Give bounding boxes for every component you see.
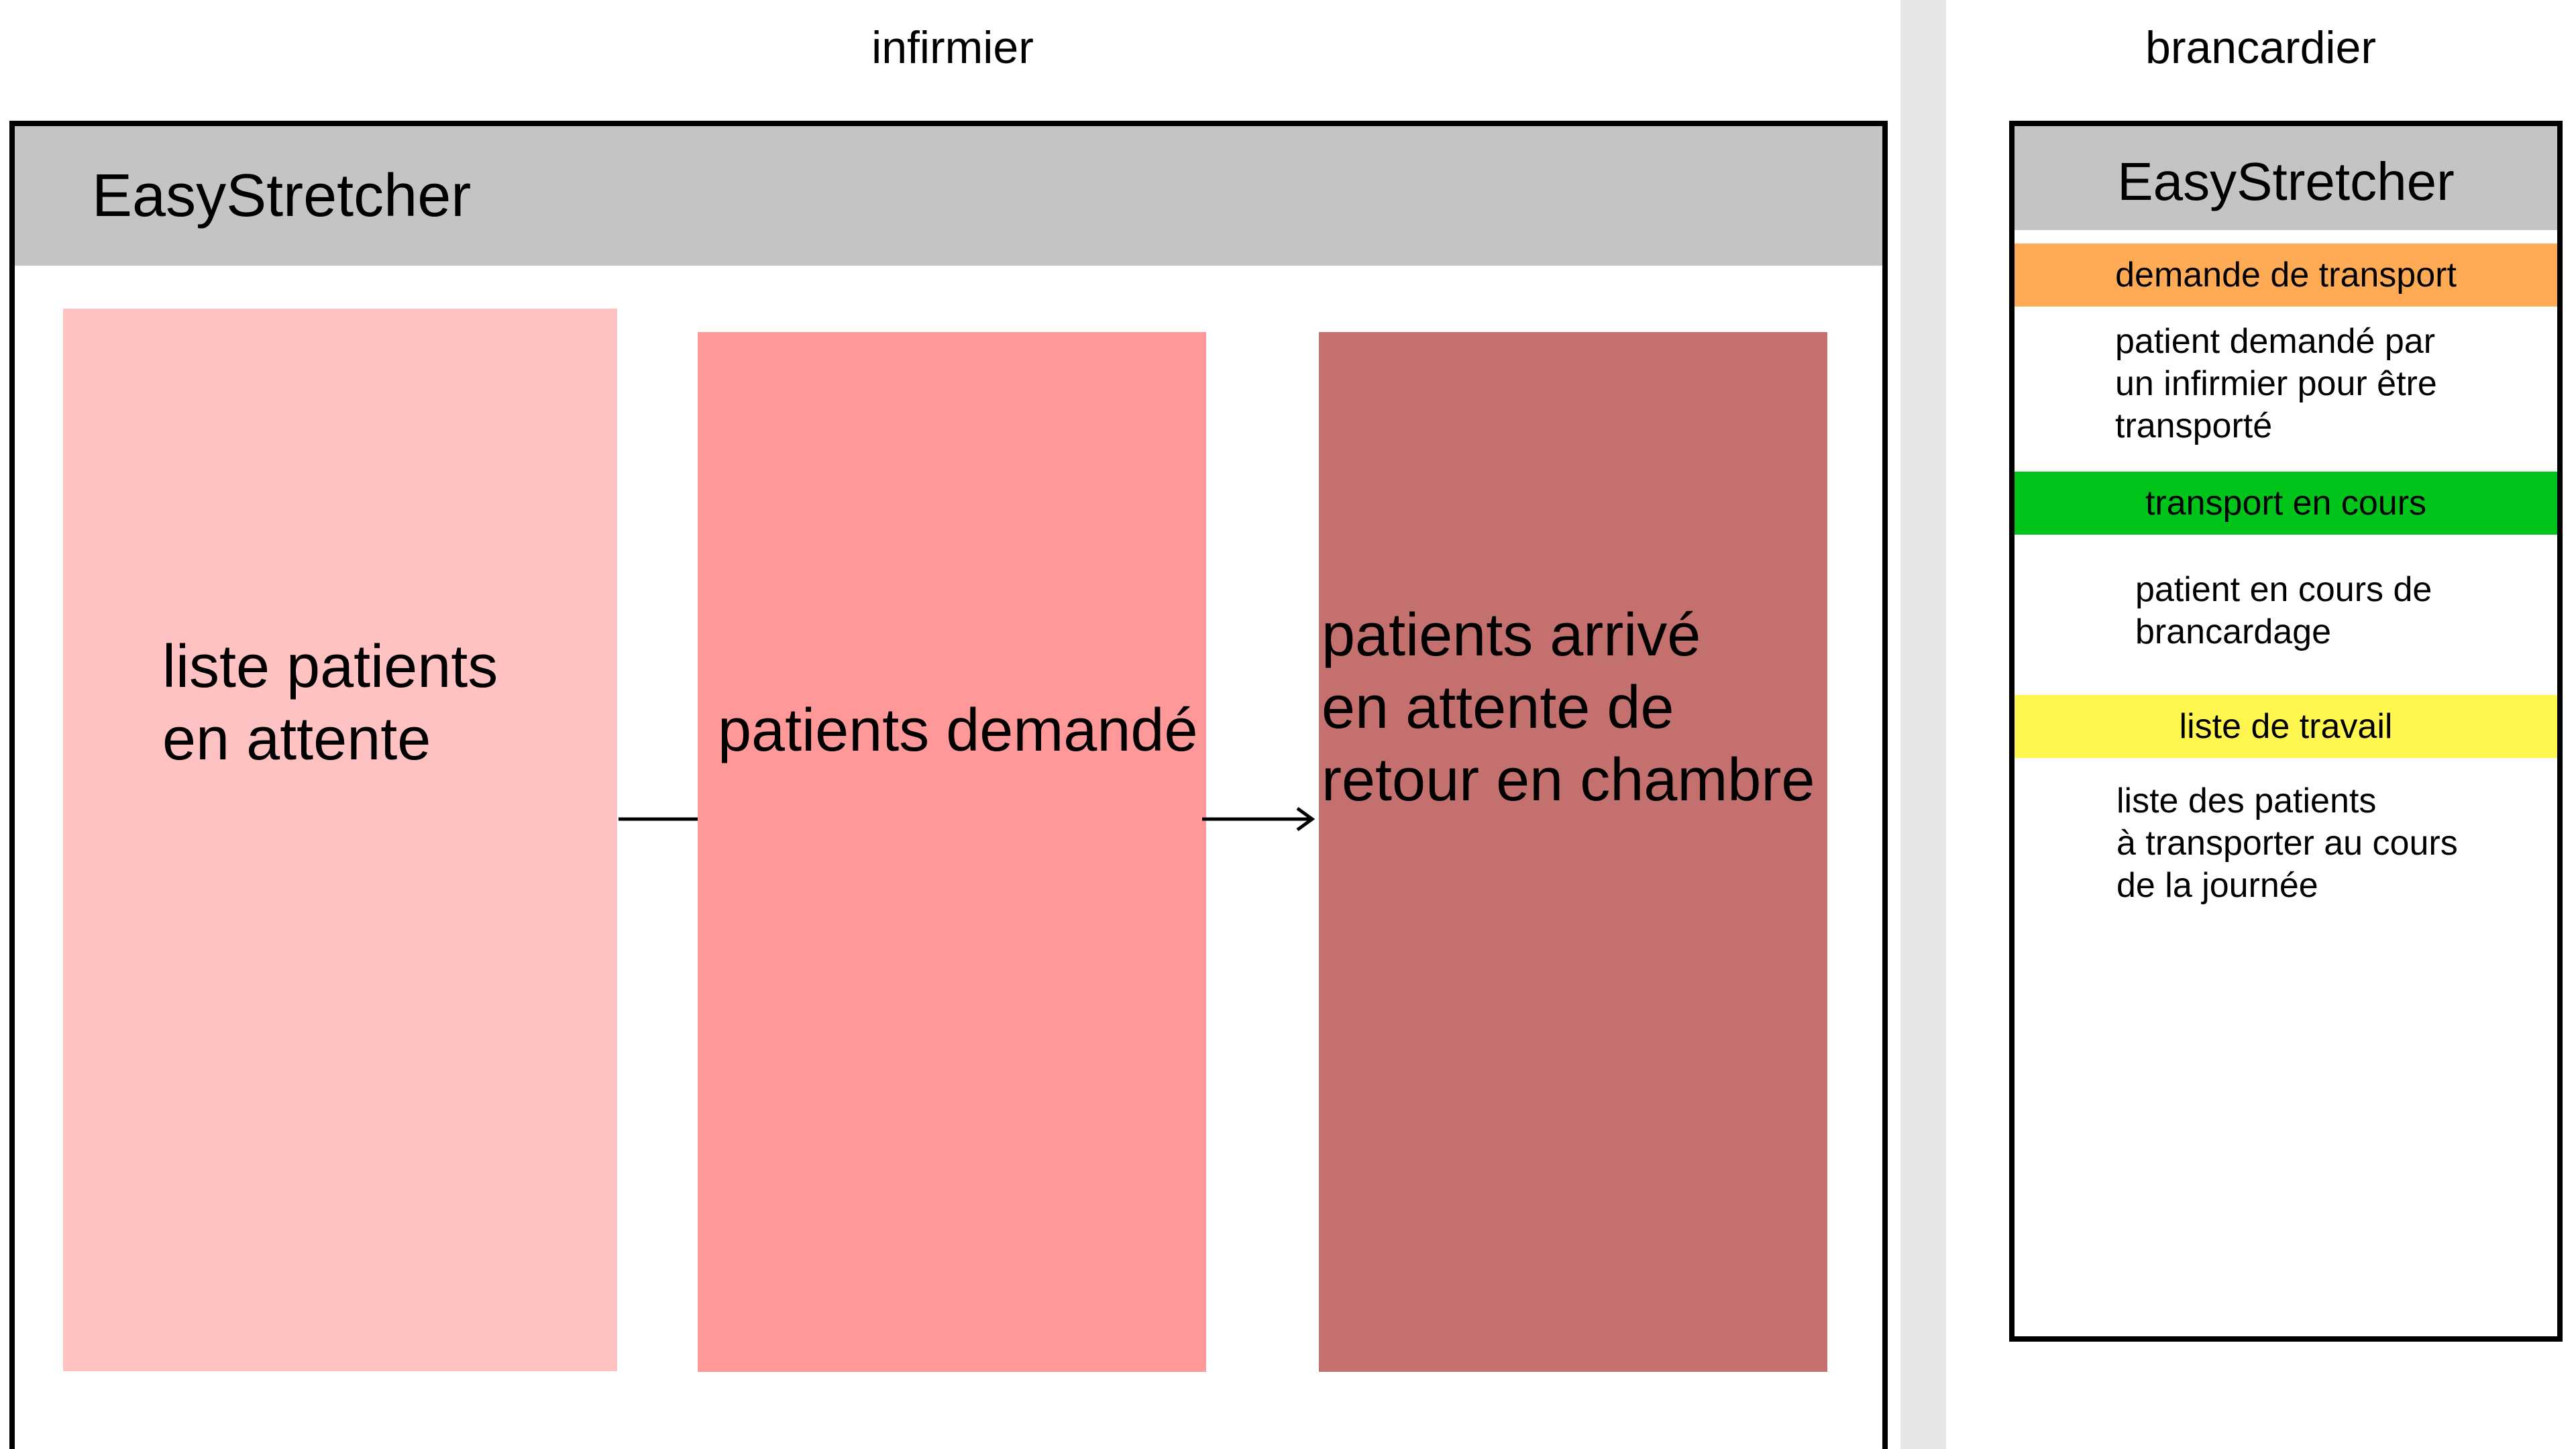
panel-divider — [1900, 0, 1946, 1449]
nurse-app-title: EasyStretcher — [92, 162, 472, 229]
arrived-patients-column[interactable]: patients arrivé en attente de retour en … — [1319, 332, 1827, 1372]
nurse-role-label: infirmier — [871, 22, 1034, 73]
nurse-app-header: EasyStretcher — [15, 126, 1882, 266]
transport-in-progress-description: patient en cours de brancardage — [2135, 570, 2432, 651]
porter-app-window: EasyStretcher demande de transport patie… — [2009, 121, 2563, 1342]
nurse-app-window: EasyStretcher liste patients en attente … — [9, 121, 1888, 1449]
porter-role-label: brancardier — [2145, 22, 2376, 73]
requested-patients-label: patients demandé — [718, 697, 1198, 764]
porter-app-title: EasyStretcher — [2117, 152, 2455, 211]
waiting-patients-column[interactable]: liste patients en attente — [63, 309, 617, 1371]
requested-patients-column[interactable]: patients demandé — [698, 332, 1206, 1372]
tab-transport-in-progress[interactable]: transport en cours — [2015, 472, 2557, 535]
porter-app-header: EasyStretcher — [2015, 126, 2557, 230]
arrow-right-icon — [1202, 806, 1318, 832]
tab-work-list[interactable]: liste de travail — [2015, 695, 2557, 758]
work-list-description: liste des patients à transporter au cour… — [2116, 782, 2458, 905]
arrived-patients-label: patients arrivé en attente de retour en … — [1322, 602, 1815, 814]
transport-request-description: patient demandé par un infirmier pour êt… — [2115, 322, 2437, 445]
waiting-patients-label: liste patients en attente — [162, 633, 498, 773]
tab-transport-request[interactable]: demande de transport — [2015, 244, 2557, 307]
